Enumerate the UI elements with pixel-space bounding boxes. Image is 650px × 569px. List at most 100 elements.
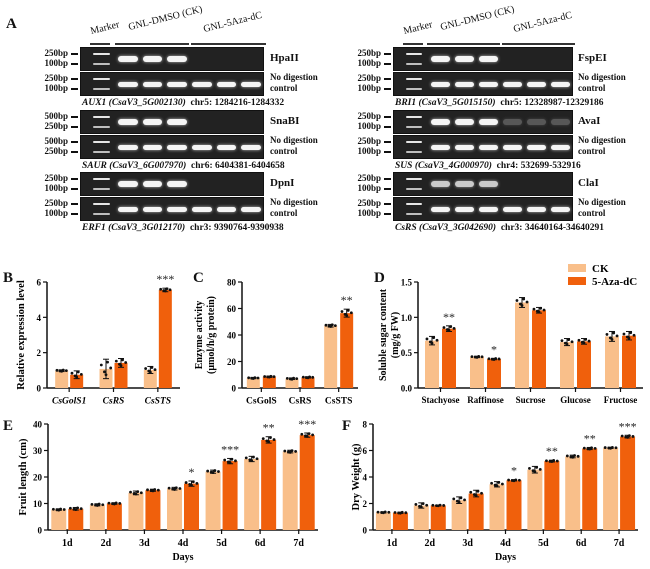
data-point (76, 506, 79, 510)
sample-band (118, 207, 138, 212)
bar-treatment-4d (184, 483, 199, 530)
data-point (495, 484, 499, 488)
data-point (490, 481, 493, 485)
x-tick-label: 1d (62, 538, 73, 549)
sample-band (142, 56, 163, 62)
y-tick-label: 80 (227, 278, 237, 288)
data-point (522, 297, 526, 301)
data-point (532, 307, 536, 311)
sample-band (167, 82, 188, 87)
gel-digest-ClaI (393, 172, 573, 196)
bp-tick (71, 126, 78, 128)
data-point (431, 503, 435, 507)
y-tick-label: 4 (363, 473, 368, 483)
bar-treatment-7d (299, 435, 315, 530)
data-point (228, 461, 232, 465)
x-tick-label: CsRS (289, 397, 312, 407)
sample-band (142, 119, 163, 125)
bar-treatment-1d (68, 508, 84, 530)
y-axis-label-line: (μmol/h/g protein) (206, 296, 217, 374)
y-tick-label: 40 (227, 331, 237, 341)
bp-tick (384, 188, 391, 190)
bar-treatment-CsSTS (340, 313, 354, 388)
sample-band (142, 145, 163, 150)
y-axis-label-line: Soluble sugar content (378, 288, 389, 381)
data-point (470, 355, 474, 359)
panel-letter-b: B (3, 270, 14, 286)
y-tick-label: 6 (37, 278, 42, 288)
data-point (457, 500, 461, 504)
data-point (119, 364, 123, 367)
data-point (447, 328, 451, 332)
data-point (627, 336, 631, 340)
bp-tick (71, 53, 78, 55)
ladder-band-lower (406, 63, 423, 65)
data-point (250, 459, 254, 462)
sample-band (118, 119, 138, 125)
data-point (159, 287, 163, 291)
data-point (90, 503, 94, 506)
bar-ck-5d (205, 471, 221, 530)
data-point (251, 377, 255, 380)
bp-label-upper: 250bp (44, 73, 68, 83)
bar-ck-2d (413, 505, 429, 530)
data-point (476, 489, 480, 493)
sample-band (478, 181, 499, 187)
bp-tick (384, 116, 391, 118)
ladder-band-upper (93, 78, 110, 80)
sample-band (454, 207, 474, 212)
bar-treatment-Fructose (622, 335, 636, 388)
sample-band (167, 145, 188, 150)
data-point (570, 340, 574, 344)
data-point (333, 324, 337, 327)
data-point (173, 488, 176, 491)
no-digestion-label: No digestion control (578, 135, 626, 156)
ladder-band-upper (406, 116, 423, 118)
data-point (507, 478, 510, 482)
significance-marker: * (511, 464, 517, 478)
significance-marker: ** (546, 444, 558, 458)
data-point (70, 371, 74, 375)
sample-band (551, 82, 571, 87)
y-axis-label: Dry Weight (g) (351, 443, 362, 510)
sample-band (216, 207, 237, 212)
sample-band (142, 82, 163, 87)
chart-dry-weight: 0 2 4 6 8 Dry Weight (g) 1d 2d 3d 4d * 5d ** 6d ** 7d **… (351, 419, 638, 563)
data-point (520, 304, 524, 307)
data-point (290, 377, 294, 381)
bp-label-upper: 500bp (44, 111, 68, 121)
data-point (62, 508, 66, 511)
bar-ck-7d (282, 451, 298, 530)
bp-label-upper: 250bp (357, 198, 381, 208)
ladder-band-upper (406, 203, 423, 205)
bar-treatment-Sucrose (532, 310, 546, 388)
data-point (497, 481, 501, 484)
data-point (60, 369, 64, 373)
bp-tick (71, 88, 78, 90)
bp-label-upper: 250bp (357, 173, 381, 183)
ladder-band-lower (93, 213, 110, 215)
bp-tick (71, 63, 78, 65)
data-point (324, 323, 328, 327)
data-point (124, 361, 128, 364)
bar-ck-3d (128, 492, 144, 530)
x-tick-label: 4d (178, 538, 189, 549)
data-point (382, 511, 385, 515)
significance-marker: ** (341, 293, 353, 307)
legend-label-treatment: 5-Aza-dC (592, 276, 637, 288)
data-point (269, 436, 272, 440)
data-point (571, 455, 575, 459)
y-tick-label: 20 (227, 357, 237, 367)
data-point (474, 494, 478, 497)
y-axis-label: Soluble sugar content(mg/g FW) (378, 288, 401, 381)
ladder-band-lower (406, 126, 423, 128)
y-tick-label: 0.0 (401, 384, 413, 394)
treatment-group-bar (502, 43, 575, 45)
sample-band (430, 207, 450, 212)
data-point (272, 438, 276, 441)
data-point (560, 339, 564, 343)
gene-name: CsRS (395, 223, 417, 233)
data-point (75, 375, 79, 379)
gene-locus: (CsaV3_3G042690) (419, 223, 497, 233)
bar-treatment-6d (261, 439, 277, 530)
